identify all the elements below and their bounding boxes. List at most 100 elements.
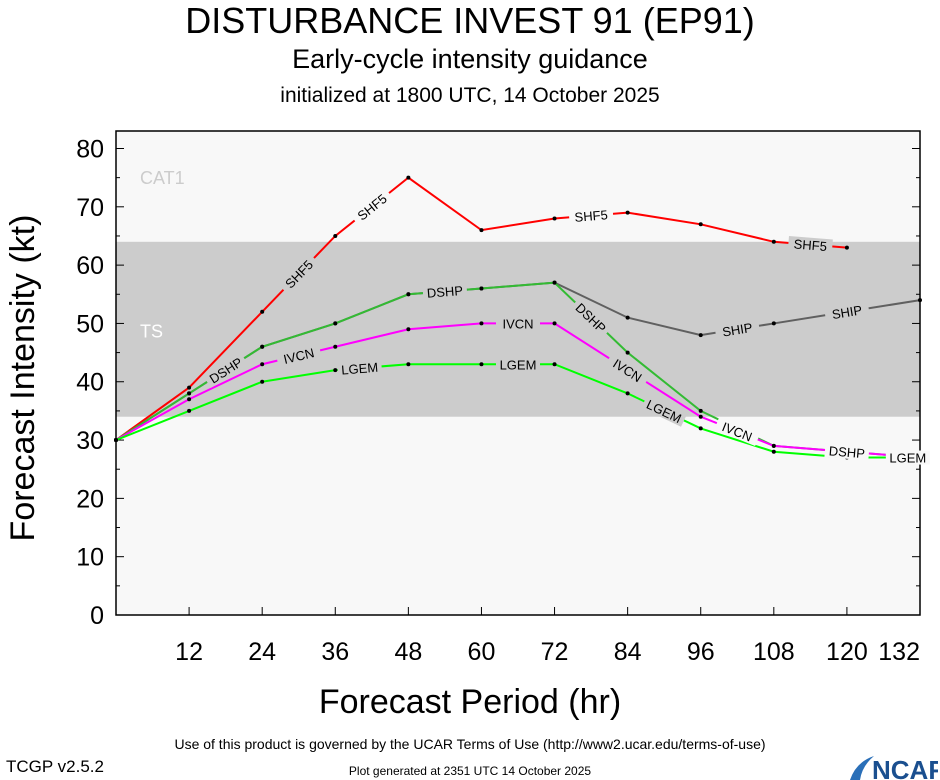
x-tick-label: 120 [826,638,868,666]
data-point-shf5 [479,228,484,233]
series-label-dshp: DSHP [824,442,870,461]
x-tick-label: 96 [687,638,715,666]
label-background [568,206,614,225]
x-tick-label: 48 [394,638,422,666]
series-label-shf5: SHF5 [787,235,833,254]
data-point-dshp [333,321,338,326]
x-axis-label: Forecast Period (hr) [318,683,622,721]
series-label-ship: SHIP [824,301,870,323]
data-point-ivcn [698,414,703,419]
data-point-ship [771,321,776,326]
data-point-dshp [479,286,484,291]
plot-frame [115,130,921,616]
series-label-text: LGEM [889,451,926,466]
series-label-text: IVCN [502,316,533,331]
data-point-ivcn [552,321,557,326]
series-label-text: SHIP [831,302,863,322]
data-point-lgem [479,362,484,367]
series-label-text: SHF5 [793,236,827,254]
data-point-ship [918,298,922,303]
data-point-shf5 [771,239,776,244]
data-point-shf5 [698,222,703,227]
series-label-lgem: LGEM [337,359,383,378]
chart-subtitle: Early-cycle intensity guidance [292,44,648,74]
series-label-dshp: DSHP [422,282,468,301]
series-label-text: IVCN [282,345,316,367]
x-tick-label: 72 [541,638,569,666]
data-point-shf5 [333,233,338,238]
label-background [824,442,870,461]
data-point-ship [698,333,703,338]
data-point-dshp [260,344,265,349]
data-point-lgem [698,426,703,431]
label-background [496,316,540,331]
data-point-dshp [552,280,557,285]
series-label-text: LGEM [500,357,537,372]
label-background [275,343,322,368]
y-tick-label: 80 [76,135,104,163]
series-label-text: DSHP [828,443,865,461]
generated-time: Plot generated at 2351 UTC 14 October 20… [348,764,592,778]
series-label-ivcn: IVCN [275,343,322,368]
series-label-lgem: LGEM [496,357,540,372]
y-axis-label: Forecast Intensity (kt) [4,215,42,542]
data-point-ivcn [771,443,776,448]
data-point-ivcn [479,321,484,326]
version-label: TCGP v2.5.2 [6,757,104,776]
data-point-lgem [552,362,557,367]
data-point-dshp [406,292,411,297]
label-background [570,297,612,338]
data-point-shf5 [406,175,411,180]
data-point-shf5 [625,210,630,215]
y-tick-label: 0 [90,602,104,630]
init-time: initialized at 1800 UTC, 14 October 2025 [280,84,660,107]
data-point-lgem [114,438,118,443]
x-tick-label: 84 [614,638,642,666]
label-background [641,395,688,427]
label-background [422,282,468,301]
data-point-lgem [187,408,192,413]
ncar-logo: NCAR [850,755,938,780]
series-label-shf5: SHF5 [568,206,614,225]
data-point-shf5 [187,385,192,390]
label-background [605,352,650,388]
series-label-ship: SHIP [714,318,761,340]
data-point-shf5 [844,245,849,250]
data-point-lgem [260,379,265,384]
data-point-lgem [406,362,411,367]
y-tick-label: 10 [76,544,104,572]
label-background [278,253,320,295]
label-background [337,359,383,377]
x-tick-label: 36 [321,638,349,666]
series-label-text: LGEM [341,360,379,378]
y-tick-label: 60 [76,252,104,280]
data-point-lgem [333,368,338,373]
label-background [885,450,930,465]
data-point-ship [625,315,630,320]
label-background [824,301,870,323]
y-tick-label: 30 [76,427,104,455]
label-background [714,416,761,446]
y-tick-label: 40 [76,369,104,397]
data-point-shf5 [552,216,557,221]
y-tick-label: 20 [76,485,104,513]
data-point-shf5 [260,309,265,314]
series-label-text: DSHP [426,283,463,301]
label-background [350,187,394,226]
data-point-dshp [698,408,703,413]
x-tick-label: 108 [753,638,795,666]
data-point-ivcn [333,344,338,349]
data-point-ivcn [187,397,192,402]
band-label-cat1: CAT1 [140,168,185,188]
data-point-ivcn [406,327,411,332]
series-label-ivcn: IVCN [496,316,540,331]
x-tick-label: 24 [248,638,276,666]
data-point-lgem [625,391,630,396]
x-tick-label: 60 [468,638,496,666]
label-background [714,318,761,340]
chart-title: DISTURBANCE INVEST 91 (EP91) [185,0,755,41]
data-point-dshp [187,391,192,396]
x-tick-label: 12 [175,638,203,666]
label-background [787,235,833,254]
